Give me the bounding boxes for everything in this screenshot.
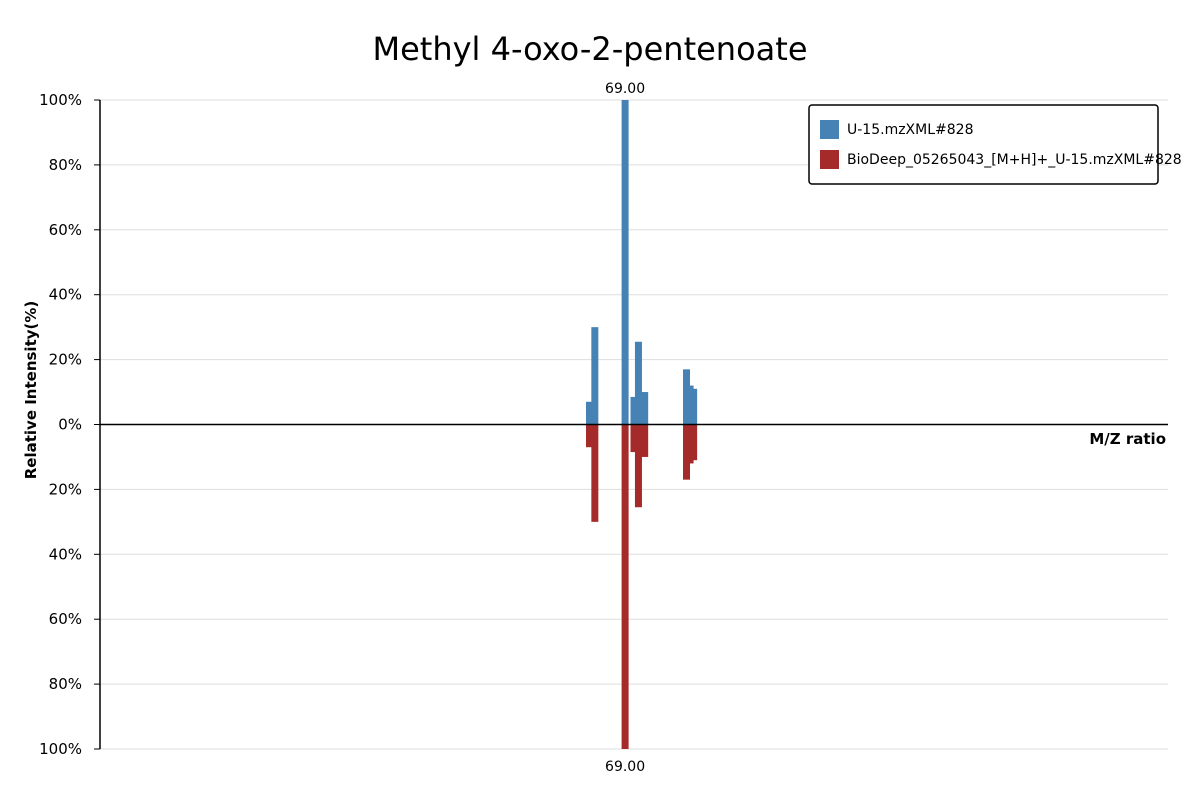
bar-series-a — [586, 401, 593, 425]
bar-series-a — [634, 341, 642, 425]
legend: U-15.mzXML#828 BioDeep_05265043_[M+H]+_U… — [808, 104, 1182, 185]
bar-series-b — [586, 424, 593, 448]
y-axis-title: Relative Intensity(%) — [22, 301, 40, 480]
y-tick-label: 80% — [49, 156, 82, 174]
y-tick-labels: 100% 80% 60% 40% 20% 0% 20% 40% 60% 80% 100% — [39, 91, 82, 758]
grid-lines — [94, 99, 1168, 750]
axes-group — [99, 100, 1168, 749]
y-tick-label: 20% — [49, 480, 82, 498]
bar-series-b — [630, 424, 638, 453]
peak-labels: 69.00 69.00 — [605, 81, 645, 775]
bar-series-a — [690, 388, 698, 425]
legend-label-series-a: U-15.mzXML#828 — [847, 122, 973, 138]
bar-series-b — [621, 424, 629, 749]
bar-series-b — [641, 424, 649, 457]
legend-box — [808, 104, 1159, 185]
y-tick-label: 100% — [39, 91, 82, 109]
y-tick-label: 40% — [49, 286, 82, 304]
peak-label: 69.00 — [605, 759, 645, 775]
bar-series-b — [591, 424, 599, 522]
bar-series-a — [641, 392, 649, 425]
y-tick-label: 60% — [49, 221, 82, 239]
legend-label-series-b: BioDeep_05265043_[M+H]+_U-15.mzXML#828 — [847, 152, 1182, 168]
x-axis-title: M/Z ratio — [1089, 430, 1166, 448]
y-tick-label: 40% — [49, 545, 82, 563]
legend-swatch-series-a — [820, 120, 839, 139]
y-tick-label: 80% — [49, 675, 82, 693]
bar-series-b — [683, 424, 691, 480]
peak-label: 69.00 — [605, 81, 645, 97]
bar-series-b — [686, 424, 694, 464]
y-tick-label: 100% — [39, 740, 82, 758]
bar-series-b — [690, 424, 698, 461]
y-tick-label: 20% — [49, 351, 82, 369]
bar-series-b — [634, 424, 642, 508]
bars-group — [586, 100, 698, 749]
bar-series-a — [591, 327, 599, 425]
legend-swatch-series-b — [820, 150, 839, 169]
chart-title: Methyl 4-oxo-2-pentenoate — [372, 30, 807, 68]
bar-series-a — [621, 100, 629, 425]
y-tick-label: 0% — [58, 416, 82, 434]
bar-series-a — [683, 369, 691, 425]
bar-series-a — [630, 396, 638, 425]
y-tick-label: 60% — [49, 610, 82, 628]
bar-series-a — [686, 385, 694, 425]
